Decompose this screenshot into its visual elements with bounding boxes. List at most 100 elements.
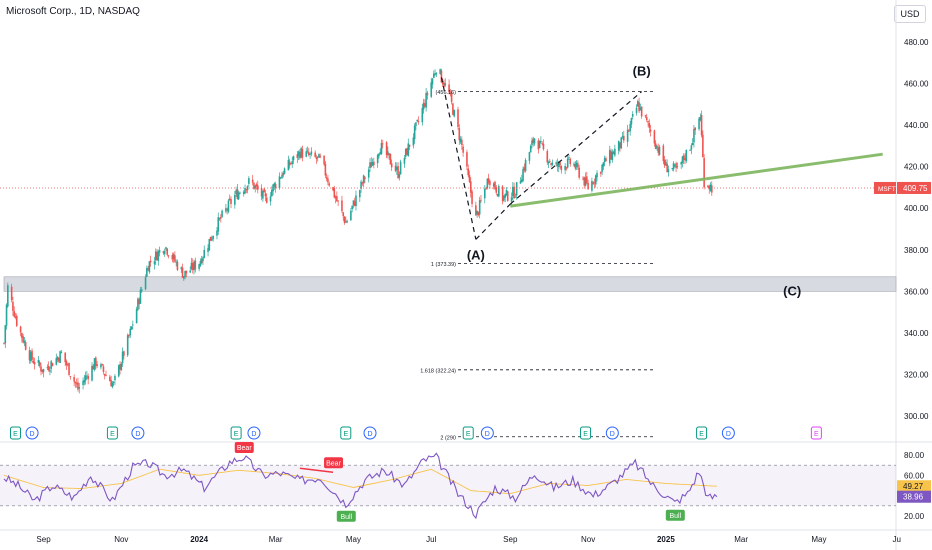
candle-body[interactable]: [593, 182, 596, 184]
candle-body[interactable]: [547, 161, 550, 164]
candle-body[interactable]: [271, 189, 273, 197]
candle-body[interactable]: [126, 335, 129, 356]
candle-body[interactable]: [334, 196, 337, 199]
candle-body[interactable]: [248, 178, 250, 184]
candle-body[interactable]: [399, 161, 402, 175]
candle-body[interactable]: [385, 142, 388, 156]
candle-body[interactable]: [656, 146, 658, 149]
candle-body[interactable]: [262, 190, 264, 199]
candle-body[interactable]: [242, 191, 245, 195]
candle-body[interactable]: [703, 157, 705, 188]
candle-body[interactable]: [424, 103, 426, 107]
rsi-line[interactable]: [3, 452, 718, 520]
candle-body[interactable]: [132, 324, 134, 326]
candle-body[interactable]: [477, 211, 480, 216]
candle-body[interactable]: [19, 326, 22, 333]
candle-body[interactable]: [596, 172, 598, 178]
candle-body[interactable]: [564, 165, 566, 171]
candle-body[interactable]: [56, 357, 59, 360]
candle-body[interactable]: [398, 174, 401, 178]
candle-body[interactable]: [82, 380, 84, 386]
bear-signal-badge[interactable]: [324, 457, 344, 469]
candle-body[interactable]: [156, 252, 158, 261]
candle-body[interactable]: [574, 164, 577, 169]
candle-body[interactable]: [452, 103, 454, 115]
candle-body[interactable]: [315, 157, 318, 160]
candle-body[interactable]: [523, 167, 526, 171]
candle-body[interactable]: [360, 181, 362, 189]
candle-body[interactable]: [28, 350, 31, 361]
candle-body[interactable]: [327, 178, 329, 183]
candle-body[interactable]: [185, 270, 188, 274]
candle-body[interactable]: [310, 151, 313, 155]
candle-body[interactable]: [498, 186, 500, 197]
candle-body[interactable]: [483, 188, 486, 199]
rsi-ma-line[interactable]: [3, 468, 717, 495]
candle-body[interactable]: [426, 92, 429, 96]
candle-body[interactable]: [425, 92, 427, 108]
candle-body[interactable]: [416, 120, 419, 122]
candle-body[interactable]: [332, 187, 334, 191]
candle-body[interactable]: [676, 166, 679, 168]
candle-body[interactable]: [78, 387, 81, 389]
candle-body[interactable]: [256, 185, 259, 190]
candle-body[interactable]: [466, 152, 468, 167]
candle-body[interactable]: [631, 114, 634, 117]
candle-body[interactable]: [406, 148, 408, 155]
candle-body[interactable]: [254, 185, 257, 189]
candle-body[interactable]: [269, 196, 272, 202]
candle-body[interactable]: [370, 162, 373, 168]
candle-body[interactable]: [594, 175, 597, 185]
candle-body[interactable]: [305, 151, 308, 157]
candle-body[interactable]: [528, 152, 531, 161]
candle-body[interactable]: [86, 375, 88, 377]
candle-body[interactable]: [663, 159, 666, 166]
candle-body[interactable]: [296, 154, 299, 158]
candle-body[interactable]: [10, 286, 13, 300]
candle-body[interactable]: [666, 163, 668, 173]
candle-body[interactable]: [144, 277, 147, 290]
candle-body[interactable]: [189, 270, 191, 273]
candle-body[interactable]: [515, 182, 518, 196]
candle-body[interactable]: [139, 289, 142, 304]
candle-body[interactable]: [119, 364, 121, 370]
candle-body[interactable]: [40, 366, 42, 372]
candle-body[interactable]: [608, 149, 611, 164]
candle-body[interactable]: [228, 198, 231, 200]
candle-body[interactable]: [699, 117, 702, 121]
candle-body[interactable]: [297, 151, 300, 157]
candle-body[interactable]: [364, 177, 366, 179]
currency-selector[interactable]: USD: [894, 5, 926, 23]
candle-body[interactable]: [468, 175, 471, 182]
candle-body[interactable]: [390, 163, 393, 168]
candle-body[interactable]: [184, 270, 186, 277]
candle-body[interactable]: [112, 381, 115, 383]
candle-body[interactable]: [568, 157, 570, 159]
candle-body[interactable]: [476, 210, 478, 215]
candle-body[interactable]: [532, 138, 535, 143]
candle-body[interactable]: [376, 154, 379, 164]
candle-body[interactable]: [541, 143, 543, 145]
candle-body[interactable]: [355, 195, 357, 206]
candle-body[interactable]: [209, 236, 212, 241]
candle-body[interactable]: [619, 142, 621, 148]
candle-body[interactable]: [199, 261, 202, 266]
candle-body[interactable]: [149, 260, 152, 263]
candle-body[interactable]: [453, 109, 455, 117]
candle-body[interactable]: [350, 210, 352, 221]
candle-body[interactable]: [694, 127, 697, 131]
candle-body[interactable]: [702, 134, 704, 158]
candle-body[interactable]: [92, 365, 95, 370]
candle-body[interactable]: [64, 352, 67, 363]
candle-body[interactable]: [698, 118, 700, 130]
candle-body[interactable]: [32, 360, 35, 364]
candle-body[interactable]: [403, 157, 406, 164]
candle-body[interactable]: [644, 115, 647, 117]
candle-body[interactable]: [407, 143, 410, 156]
candle-body[interactable]: [245, 189, 248, 191]
candle-body[interactable]: [291, 161, 294, 165]
candle-body[interactable]: [675, 163, 677, 169]
candle-body[interactable]: [68, 362, 70, 376]
price-pane[interactable]: (456.16) 1 (373.39) 1.618 (322.24) 2 (290 (A…: [0, 64, 897, 442]
candle-body[interactable]: [203, 249, 206, 258]
